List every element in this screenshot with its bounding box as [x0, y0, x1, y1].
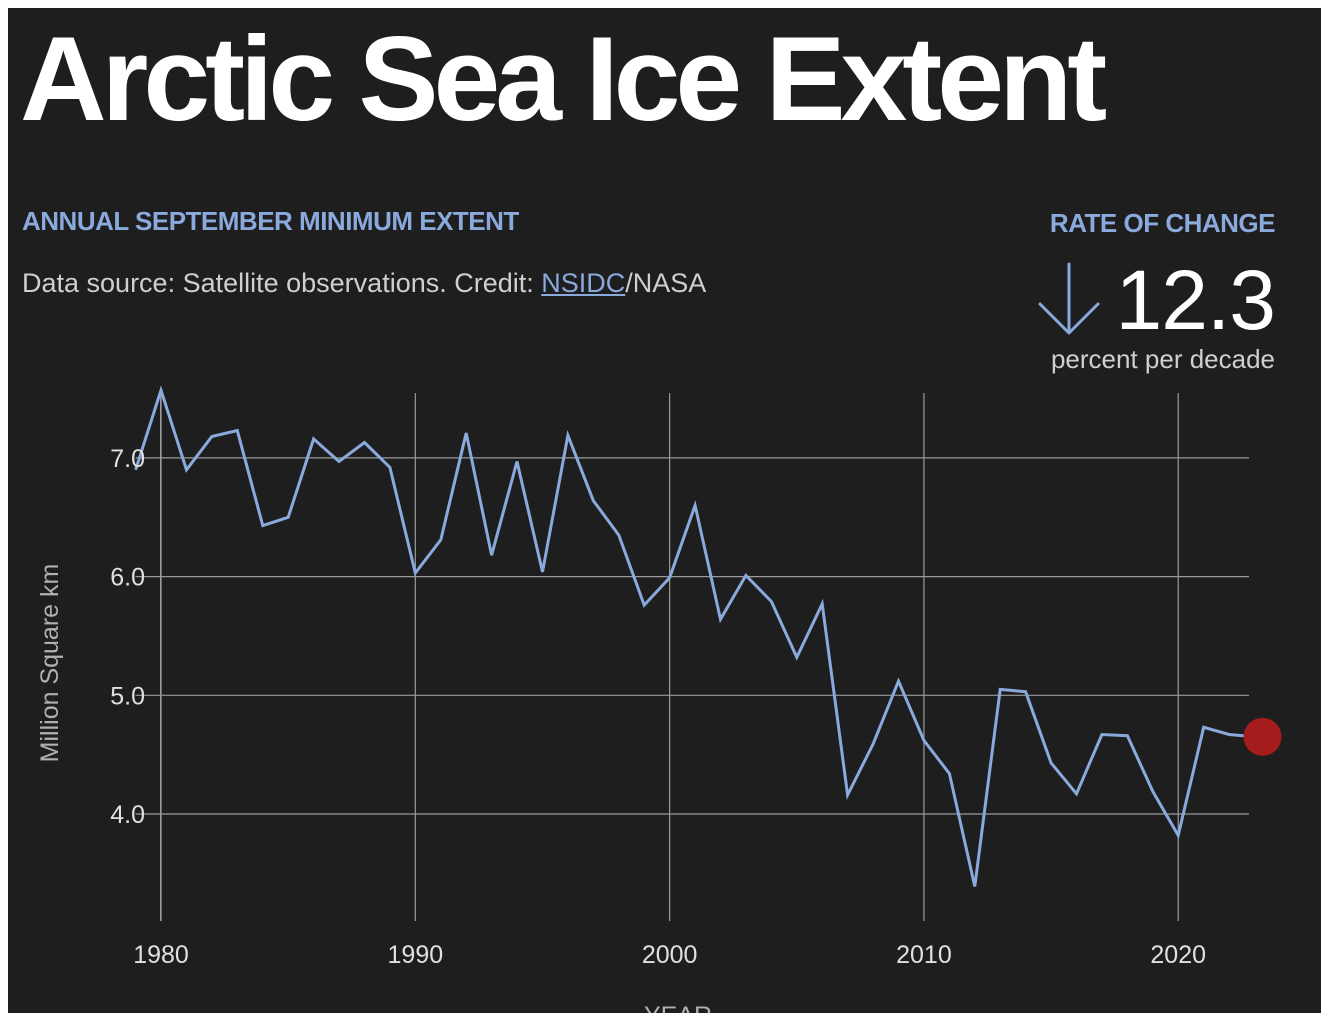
rate-of-change-unit: percent per decade	[1050, 344, 1275, 374]
rate-of-change-value-group: 12.3	[1034, 252, 1276, 348]
x-tick-label: 2020	[1150, 941, 1206, 969]
x-tick-label: 2010	[896, 941, 952, 969]
y-axis-label: Million Square km	[36, 564, 64, 763]
arrow-down-icon	[1038, 262, 1099, 335]
line-chart: 4.0 5.0 6.0 7.0 1980 1990 2000 2010 2020 Million …	[36, 385, 1282, 1013]
y-tick-label: 6.0	[110, 564, 145, 592]
chart-series	[134, 385, 1282, 887]
x-tick-label: 2000	[642, 941, 698, 969]
y-tick-label: 5.0	[110, 682, 145, 710]
y-tick-label: 4.0	[110, 801, 145, 829]
data-source-credit: Data source: Satellite observations. Cre…	[22, 268, 706, 299]
rate-of-change-heading: RATE OF CHANGE	[1049, 208, 1276, 238]
credit-suffix: /NASA	[625, 268, 707, 298]
chart-grid	[135, 393, 1249, 921]
chart-subtitle: ANNUAL SEPTEMBER MINIMUM EXTENT	[22, 206, 519, 236]
chart-panel: Arctic Sea Ice Extent ANNUAL SEPTEMBER M…	[8, 8, 1321, 1013]
x-tick-label: 1990	[388, 941, 444, 969]
credit-text: Data source: Satellite observations. Cre…	[22, 268, 542, 298]
x-tick-label: 1980	[133, 941, 189, 969]
rate-of-change-value: 12.3	[1115, 253, 1276, 347]
extent-series-line	[134, 385, 1255, 887]
chart-axes: 4.0 5.0 6.0 7.0 1980 1990 2000 2010 2020 Million …	[36, 445, 1206, 1013]
x-axis-label: YEAR	[644, 1002, 712, 1013]
latest-point-marker[interactable]	[1243, 717, 1282, 756]
y-tick-label: 7.0	[110, 445, 145, 473]
nsidc-link[interactable]: NSIDC	[541, 268, 626, 298]
page-title: Arctic Sea Ice Extent	[20, 12, 1107, 146]
